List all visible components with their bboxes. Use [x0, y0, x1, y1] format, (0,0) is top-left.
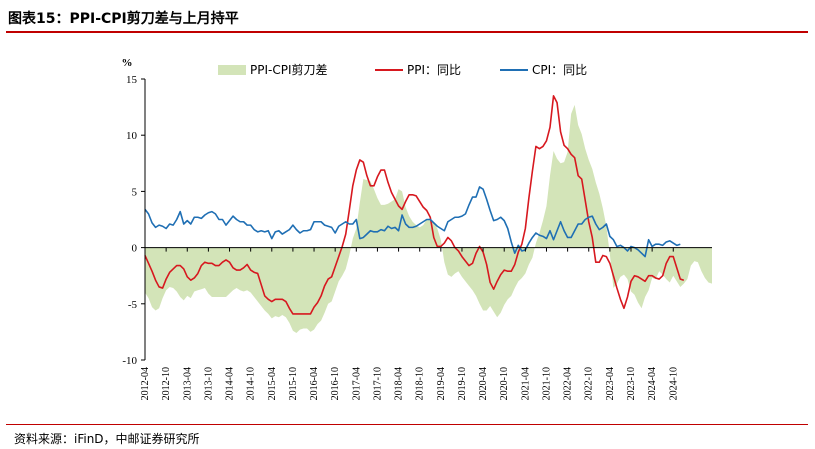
x-tick-label: 2013-04 [182, 367, 193, 400]
x-tick-label: 2020-10 [499, 367, 510, 400]
y-tick-label: 15 [126, 74, 138, 86]
y-tick-label: 10 [126, 130, 138, 142]
x-tick-label: 2017-10 [372, 367, 383, 400]
x-tick-label: 2017-04 [351, 367, 362, 400]
x-tick-label: 2021-04 [520, 367, 531, 400]
x-tick-label: 2020-04 [478, 367, 489, 400]
x-tick-label: 2022-04 [563, 367, 574, 400]
legend-spread-label: PPI-CPI剪刀差 [250, 62, 328, 77]
legend-cpi-label: CPI：同比 [532, 63, 587, 77]
x-tick-label: 2016-10 [330, 367, 341, 400]
x-tick-label: 2015-04 [267, 367, 278, 400]
x-tick-label: 2023-04 [605, 367, 616, 400]
x-tick-label: 2015-10 [288, 367, 299, 400]
legend-spread-swatch [218, 65, 246, 75]
x-tick-label: 2019-04 [436, 367, 447, 400]
x-tick-label: 2014-10 [246, 367, 257, 400]
x-tick-label: 2021-10 [541, 367, 552, 400]
chart-figure-title: 图表15：PPI-CPI剪刀差与上月持平 [8, 11, 239, 27]
ppi-cpi-chart: -10 -5 0 5 10 15% 2012-04 2012-10 2013-04 2013-10… [122, 57, 712, 400]
source-note: 资料来源：iFinD，中邮证券研究所 [14, 432, 200, 446]
y-tick-label: 0 [132, 243, 138, 255]
ppi-line [144, 95, 685, 315]
header-divider [6, 31, 808, 33]
y-axis-unit: % [122, 57, 133, 69]
x-tick-label: 2019-10 [457, 367, 468, 400]
x-tick-label: 2013-10 [203, 367, 214, 400]
x-tick-label: 2024-04 [647, 367, 658, 400]
x-tick-label: 2024-10 [668, 367, 679, 400]
x-tick-label: 2023-10 [626, 367, 637, 400]
axes-layer: -10 -5 0 5 10 15% 2012-04 2012-10 2013-04 2013-10… [122, 57, 712, 400]
y-tick-label: -10 [122, 355, 137, 367]
y-tick-label: 5 [132, 186, 138, 198]
x-tick-label: 2016-04 [309, 367, 320, 400]
x-tick-label: 2018-04 [394, 367, 405, 400]
x-tick-label: 2012-10 [161, 367, 172, 400]
y-tick-label: -5 [128, 299, 138, 311]
footer-divider [6, 424, 808, 425]
spread-area-layer [145, 104, 712, 334]
series-lines-layer [144, 95, 685, 315]
legend: PPI-CPI剪刀差 PPI：同比 CPI：同比 [218, 62, 587, 77]
x-tick-label: 2022-10 [584, 367, 595, 400]
cpi-line [144, 186, 681, 258]
spread-area [145, 104, 712, 334]
x-tick-label: 2014-04 [225, 367, 236, 400]
x-tick-label: 2012-04 [140, 367, 151, 400]
legend-ppi-label: PPI：同比 [407, 63, 461, 77]
x-tick-label: 2018-10 [415, 367, 426, 400]
